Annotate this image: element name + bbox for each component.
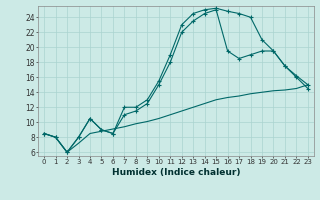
X-axis label: Humidex (Indice chaleur): Humidex (Indice chaleur) [112, 168, 240, 177]
